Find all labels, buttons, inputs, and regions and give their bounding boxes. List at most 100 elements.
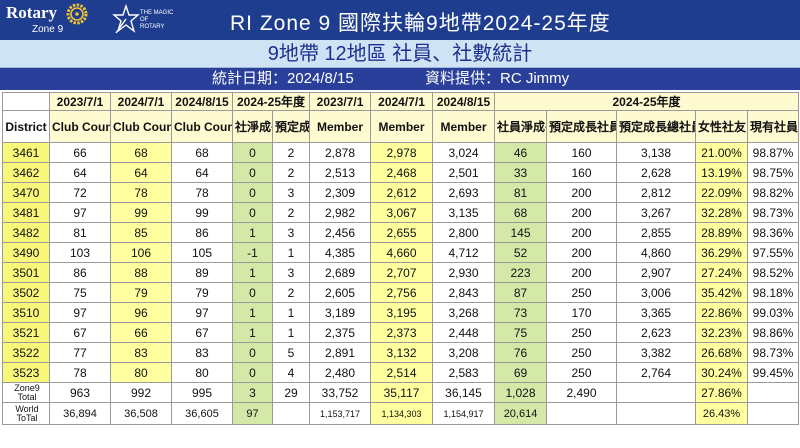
planned-club-growth-cell: 2 — [271, 202, 311, 223]
zone-total-member-3: 36,145 — [432, 382, 496, 403]
member-2024-cell: 4,660 — [370, 242, 434, 263]
magic-of-rotary-logo: THE MAGIC OF ROTARY — [112, 4, 173, 36]
planned-member-growth-cell: 160 — [546, 142, 618, 163]
planned-total-members-cell: 3,267 — [616, 202, 697, 223]
member-2023-cell: 4,385 — [309, 242, 372, 263]
statistics-table: 2023/7/1 2024/7/1 2024/8/15 2024-25年度 20… — [2, 92, 800, 425]
planned-total-members-cell: 3,006 — [616, 282, 697, 303]
planned-total-members-cell: 2,628 — [616, 162, 697, 183]
net-member-growth-cell: 33 — [494, 162, 548, 183]
female-ratio-cell: 32.28% — [695, 202, 749, 223]
world-total-club-2: 36,508 — [110, 402, 172, 425]
club-count-aug-cell: 67 — [171, 322, 233, 343]
club-count-2024-cell: 106 — [110, 242, 172, 263]
member-2024-cell: 2,612 — [370, 182, 434, 203]
member-aug-cell: 3,208 — [432, 342, 496, 363]
club-count-2024-cell: 80 — [110, 362, 172, 383]
table-row: 3481 97 99 99 0 2 2,982 3,067 3,135 68 200 3,267 32.… — [2, 202, 800, 223]
planned-club-growth-cell: 2 — [271, 282, 311, 303]
female-ratio-cell: 13.19% — [695, 162, 749, 183]
net-member-growth-header: 社員淨成長 — [494, 110, 548, 143]
club-header-year: 2024-25年度 — [231, 92, 311, 111]
stat-date: 統計日期：2024/8/15 — [212, 70, 354, 87]
retention-rate-cell: 98.75% — [747, 162, 800, 183]
club-header-2024: 2024/7/1 — [110, 92, 172, 111]
member-header-2024: 2024/7/1 — [370, 92, 434, 111]
female-ratio-cell: 35.42% — [695, 282, 749, 303]
net-member-growth-cell: 75 — [494, 322, 548, 343]
planned-member-growth-cell: 160 — [546, 162, 618, 183]
club-count-2023-cell: 86 — [49, 262, 111, 283]
table-row: 3522 77 83 83 0 5 2,891 3,132 3,208 76 250 3,382 26.… — [2, 342, 800, 363]
zone-total-club-3: 995 — [171, 382, 233, 403]
planned-total-members-cell: 3,382 — [616, 342, 697, 363]
female-ratio-cell: 30.24% — [695, 362, 749, 383]
female-ratio-cell: 22.86% — [695, 302, 749, 323]
club-count-2023-cell: 81 — [49, 222, 111, 243]
world-total-member-1: 1,153,717 — [309, 402, 372, 425]
club-count-header-1: Club Count — [49, 110, 111, 143]
member-aug-cell: 3,268 — [432, 302, 496, 323]
club-count-aug-cell: 105 — [171, 242, 233, 263]
member-2024-cell: 3,067 — [370, 202, 434, 223]
female-ratio-header: 女性社友比率 — [695, 110, 749, 143]
stat-source: 資料提供：RC Jimmy — [425, 70, 570, 87]
retention-rate-cell: 99.45% — [747, 362, 800, 383]
district-cell: 3501 — [2, 262, 50, 283]
planned-total-members-cell: 3,138 — [616, 142, 697, 163]
net-club-growth-cell: 0 — [232, 342, 273, 363]
zone-total-net-club: 3 — [232, 382, 273, 403]
district-cell: 3510 — [2, 302, 50, 323]
member-header-2023: 2023/7/1 — [309, 92, 372, 111]
planned-member-growth-cell: 250 — [546, 342, 618, 363]
club-count-aug-cell: 80 — [171, 362, 233, 383]
net-member-growth-cell: 87 — [494, 282, 548, 303]
member-2023-cell: 2,878 — [309, 142, 372, 163]
star-burst-icon — [112, 4, 140, 34]
world-total-member-2: 1,134,303 — [370, 402, 434, 425]
district-cell: 3502 — [2, 282, 50, 303]
member-2024-cell: 2,707 — [370, 262, 434, 283]
member-2023-cell: 2,689 — [309, 262, 372, 283]
member-aug-cell: 3,024 — [432, 142, 496, 163]
world-total-row: World ToTal 36,894 36,508 36,605 97 1,15… — [2, 402, 800, 425]
retention-rate-cell: 98.87% — [747, 142, 800, 163]
club-count-2023-cell: 77 — [49, 342, 111, 363]
planned-member-growth-cell: 200 — [546, 262, 618, 283]
member-header-year: 2024-25年度 — [494, 92, 800, 111]
female-ratio-cell: 22.09% — [695, 182, 749, 203]
club-count-aug-cell: 68 — [171, 142, 233, 163]
stat-info-bar: 統計日期：2024/8/15 資料提供：RC Jimmy — [0, 68, 800, 90]
retention-rate-cell: 98.18% — [747, 282, 800, 303]
club-header-2023: 2023/7/1 — [49, 92, 111, 111]
female-ratio-cell: 27.24% — [695, 262, 749, 283]
club-count-2024-cell: 64 — [110, 162, 172, 183]
member-2023-cell: 2,605 — [309, 282, 372, 303]
planned-total-members-cell: 4,860 — [616, 242, 697, 263]
club-count-aug-cell: 99 — [171, 202, 233, 223]
club-count-2023-cell: 67 — [49, 322, 111, 343]
retention-rate-cell: 99.03% — [747, 302, 800, 323]
net-club-growth-cell: 1 — [232, 322, 273, 343]
member-2023-cell: 2,982 — [309, 202, 372, 223]
planned-club-growth-cell: 3 — [271, 262, 311, 283]
rotary-logo: Rotary Zone 9 — [4, 3, 104, 37]
club-count-2024-cell: 66 — [110, 322, 172, 343]
table-row: 3462 64 64 64 0 2 2,513 2,468 2,501 33 160 2,628 13.… — [2, 162, 800, 183]
table-row: 3490 103 106 105 -1 1 4,385 4,660 4,712 52 200 4,86… — [2, 242, 800, 263]
female-ratio-cell: 26.68% — [695, 342, 749, 363]
world-total-net-member: 20,614 — [494, 402, 548, 425]
club-count-2023-cell: 64 — [49, 162, 111, 183]
retention-rate-cell: 97.55% — [747, 242, 800, 263]
district-header-blank — [2, 92, 50, 111]
net-club-growth-cell: 0 — [232, 202, 273, 223]
member-2023-cell: 3,189 — [309, 302, 372, 323]
club-count-aug-cell: 79 — [171, 282, 233, 303]
club-count-aug-cell: 86 — [171, 222, 233, 243]
net-member-growth-cell: 69 — [494, 362, 548, 383]
female-ratio-cell: 36.29% — [695, 242, 749, 263]
member-2023-cell: 2,513 — [309, 162, 372, 183]
retention-rate-cell: 98.73% — [747, 342, 800, 363]
column-header-row: District Club Count Club Count Club Coun… — [2, 110, 800, 143]
planned-member-growth-cell: 250 — [546, 322, 618, 343]
